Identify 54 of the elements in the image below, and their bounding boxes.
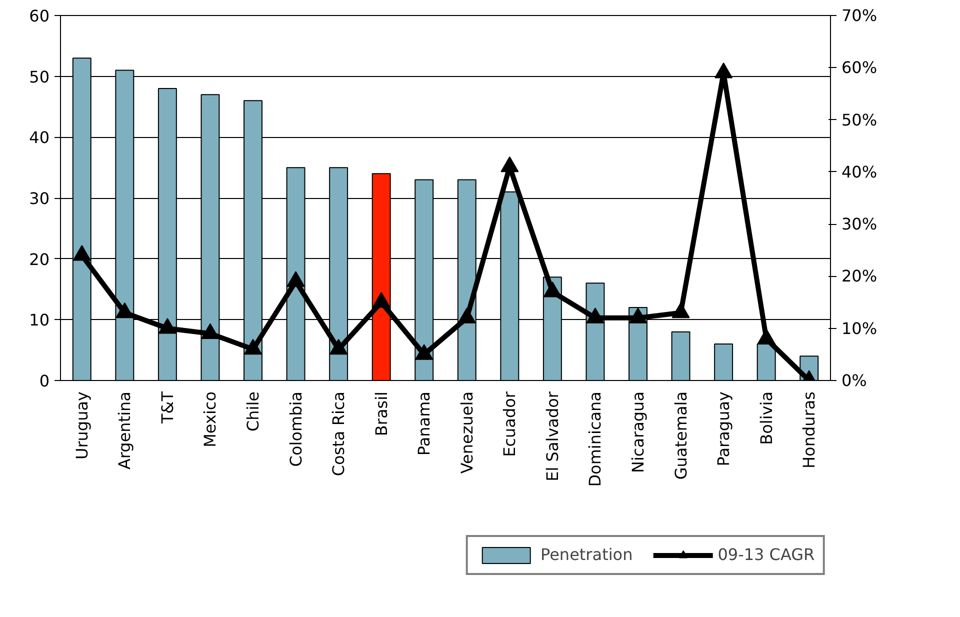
x-tick-label: Argentina	[115, 392, 134, 470]
point	[286, 271, 305, 287]
x-tick-label: Paraguay	[714, 392, 734, 466]
point	[116, 302, 134, 318]
x-tick-label: Honduras	[800, 391, 819, 468]
x-tick-label: Colombia	[286, 392, 306, 467]
point	[458, 308, 476, 324]
x-tick-label: Costa Rica	[329, 392, 348, 476]
x-tick-label: El Salvador	[542, 391, 562, 482]
bar	[714, 344, 734, 380]
x-tick-label: Bolivia	[756, 392, 776, 445]
y2-tick-label: 50%	[842, 110, 878, 130]
bar	[671, 331, 690, 380]
y-tick-label: 60	[29, 6, 50, 26]
y2-tick-label: 40%	[842, 162, 878, 182]
x-tick-label: Brasil	[372, 391, 391, 436]
x-tick-label: Chile	[244, 392, 262, 432]
x-tick-label: Ecuador	[500, 391, 520, 457]
y-tick-label: 50	[29, 67, 50, 86]
y2-tick-label: 20%	[842, 266, 878, 286]
y-tick-label: 10	[29, 310, 50, 330]
y2-tick-label: 60%	[842, 58, 878, 78]
x-tick-label: Nicaragua	[628, 392, 648, 473]
point	[372, 292, 390, 308]
y2-tick-label: 70%	[842, 6, 878, 25]
y-tick-label: 30	[29, 189, 50, 208]
x-tick-label: Venezuela	[457, 391, 476, 474]
x-tick-label: Uruguay	[72, 392, 92, 460]
point	[201, 323, 220, 339]
x-tick-label: Guatemala	[671, 391, 690, 480]
point	[543, 282, 562, 298]
y2-tick-label: 0%	[842, 371, 867, 390]
y-tick-label: 0	[39, 372, 50, 390]
point	[330, 338, 348, 355]
point	[629, 308, 647, 324]
point	[415, 344, 434, 360]
x-tick-label: T&T	[158, 391, 177, 425]
legend-label: 09-13 CAGR	[718, 545, 815, 564]
y-tick-label: 40	[29, 128, 50, 148]
point	[244, 338, 262, 355]
y2-tick-label: 10%	[842, 318, 878, 338]
point	[500, 156, 519, 172]
y-tick-label: 20	[29, 250, 50, 269]
point	[757, 328, 776, 344]
point	[586, 308, 604, 324]
x-tick-label: Dominicana	[586, 391, 605, 487]
y2-tick-label: 30%	[842, 214, 878, 234]
legend-label: Penetration	[540, 545, 633, 564]
x-tick-label: Panama	[414, 391, 434, 456]
x-tick-label: Mexico	[200, 391, 220, 448]
point	[714, 62, 733, 78]
point	[158, 318, 176, 334]
point	[672, 302, 690, 318]
point	[72, 245, 91, 261]
